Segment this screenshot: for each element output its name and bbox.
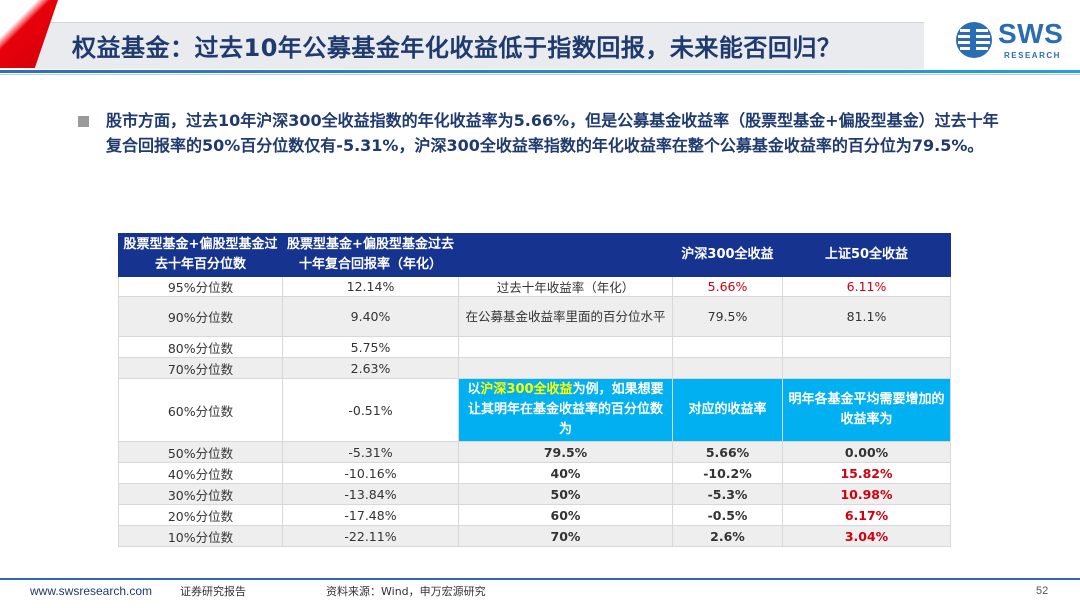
- sz50-cell: 81.1%: [782, 296, 951, 337]
- hs300-cell: 5.66%: [672, 276, 783, 297]
- pct-cell: 90%分位数: [118, 296, 283, 337]
- table-row: 70%分位数 2.63%: [118, 357, 951, 379]
- bullet-square-icon: [78, 116, 89, 127]
- footer-website-link[interactable]: www.swsresearch.com: [30, 584, 153, 598]
- table-row: 20%分位数 -17.48% 60% -0.5% 6.17%: [118, 504, 951, 526]
- header-percentile: 股票型基金+偏股型基金过去十年百分位数: [118, 233, 283, 277]
- return-cell: 12.14%: [282, 276, 459, 297]
- return-cell: -5.31%: [282, 441, 459, 463]
- scenario-return-cell: -5.3%: [672, 483, 783, 505]
- title-band: [24, 22, 924, 69]
- table-row: 40%分位数 -10.16% 40% -10.2% 15.82%: [118, 462, 951, 484]
- return-cell: -17.48%: [282, 504, 459, 526]
- hs300-cell: 79.5%: [672, 296, 783, 337]
- header-return: 股票型基金+偏股型基金过去十年复合回报率（年化）: [282, 233, 459, 277]
- empty-cell: [672, 336, 783, 358]
- sws-logo-icon: [956, 22, 992, 58]
- return-cell: -13.84%: [282, 483, 459, 505]
- table-row: 60%分位数 -0.51% 以沪深300全收益为例，如果想要让其明年在基金收益率…: [118, 378, 951, 442]
- scenario-add-cell: 10.98%: [782, 483, 951, 505]
- scenario-header-return: 对应的收益率: [672, 378, 783, 442]
- bullet-text: 股市方面，过去10年沪深300全收益指数的年化收益率为5.66%，但是公募基金收…: [106, 111, 999, 155]
- pct-cell: 40%分位数: [118, 462, 283, 484]
- scenario-target-cell: 40%: [458, 462, 673, 484]
- pct-cell: 60%分位数: [118, 378, 283, 442]
- footer-divider: [0, 578, 1080, 580]
- table-row: 90%分位数 9.40% 在公募基金收益率里面的百分位水平 79.5% 81.1…: [118, 296, 951, 337]
- scenario-target-cell: 60%: [458, 504, 673, 526]
- return-cell: 9.40%: [282, 296, 459, 337]
- scenario-return-cell: 2.6%: [672, 525, 783, 547]
- scenario-header-highlight: 沪深300全收益: [480, 382, 573, 397]
- table-row: 30%分位数 -13.84% 50% -5.3% 10.98%: [118, 483, 951, 505]
- table-row: 80%分位数 5.75%: [118, 336, 951, 358]
- scenario-add-cell: 6.17%: [782, 504, 951, 526]
- scenario-return-cell: -10.2%: [672, 462, 783, 484]
- slide-header: 权益基金：过去10年公募基金年化收益低于指数回报，未来能否回归？ SWS RES…: [0, 0, 1080, 76]
- scenario-target-cell: 79.5%: [458, 441, 673, 463]
- index-label-cell: 过去十年收益率（年化）: [458, 276, 673, 297]
- empty-cell: [458, 336, 673, 358]
- pct-cell: 70%分位数: [118, 357, 283, 379]
- header-sz50: 上证50全收益: [782, 233, 951, 277]
- header-blank: [458, 233, 673, 277]
- empty-cell: [782, 336, 951, 358]
- pct-cell: 95%分位数: [118, 276, 283, 297]
- percentile-table: 股票型基金+偏股型基金过去十年百分位数 股票型基金+偏股型基金过去十年复合回报率…: [118, 233, 951, 547]
- pct-cell: 80%分位数: [118, 336, 283, 358]
- empty-cell: [458, 357, 673, 379]
- return-cell: -10.16%: [282, 462, 459, 484]
- pct-cell: 50%分位数: [118, 441, 283, 463]
- header-hs300: 沪深300全收益: [672, 233, 783, 277]
- table-row: 10%分位数 -22.11% 70% 2.6% 3.04%: [118, 525, 951, 547]
- empty-cell: [672, 357, 783, 379]
- slide-title: 权益基金：过去10年公募基金年化收益低于指数回报，未来能否回归？: [72, 34, 842, 62]
- return-cell: 2.63%: [282, 357, 459, 379]
- pct-cell: 10%分位数: [118, 525, 283, 547]
- sz50-cell: 6.11%: [782, 276, 951, 297]
- scenario-add-cell: 15.82%: [782, 462, 951, 484]
- footer-doc-type: 证券研究报告: [180, 585, 246, 598]
- table-row: 50%分位数 -5.31% 79.5% 5.66% 0.00%: [118, 441, 951, 463]
- scenario-target-cell: 50%: [458, 483, 673, 505]
- scenario-header-pre: 以: [467, 382, 481, 397]
- table-header-row: 股票型基金+偏股型基金过去十年百分位数 股票型基金+偏股型基金过去十年复合回报率…: [118, 233, 951, 277]
- scenario-header-post: 为例，如果想要让其明年在基金收益率的百分位数为: [467, 382, 664, 437]
- pct-cell: 20%分位数: [118, 504, 283, 526]
- scenario-add-cell: 0.00%: [782, 441, 951, 463]
- scenario-header-add: 明年各基金平均需要增加的收益率为: [782, 378, 951, 442]
- footer-source: 资料来源：Wind，申万宏源研究: [326, 585, 486, 598]
- table-row: 95%分位数 12.14% 过去十年收益率（年化） 5.66% 6.11%: [118, 276, 951, 297]
- scenario-header-target: 以沪深300全收益为例，如果想要让其明年在基金收益率的百分位数为: [458, 378, 673, 442]
- return-cell: 5.75%: [282, 336, 459, 358]
- logo-subtitle: RESEARCH: [1004, 51, 1061, 60]
- pct-cell: 30%分位数: [118, 483, 283, 505]
- empty-cell: [782, 357, 951, 379]
- return-cell: -0.51%: [282, 378, 459, 442]
- index-label-cell: 在公募基金收益率里面的百分位水平: [458, 296, 673, 337]
- header-divider-thin: [0, 74, 1080, 75]
- header-divider: [0, 70, 1080, 73]
- scenario-add-cell: 3.04%: [782, 525, 951, 547]
- page-number: 52: [1036, 585, 1049, 597]
- scenario-return-cell: -0.5%: [672, 504, 783, 526]
- return-cell: -22.11%: [282, 525, 459, 547]
- sws-logo: SWS RESEARCH: [954, 18, 1064, 64]
- logo-wordmark: SWS: [998, 18, 1064, 49]
- scenario-return-cell: 5.66%: [672, 441, 783, 463]
- scenario-target-cell: 70%: [458, 525, 673, 547]
